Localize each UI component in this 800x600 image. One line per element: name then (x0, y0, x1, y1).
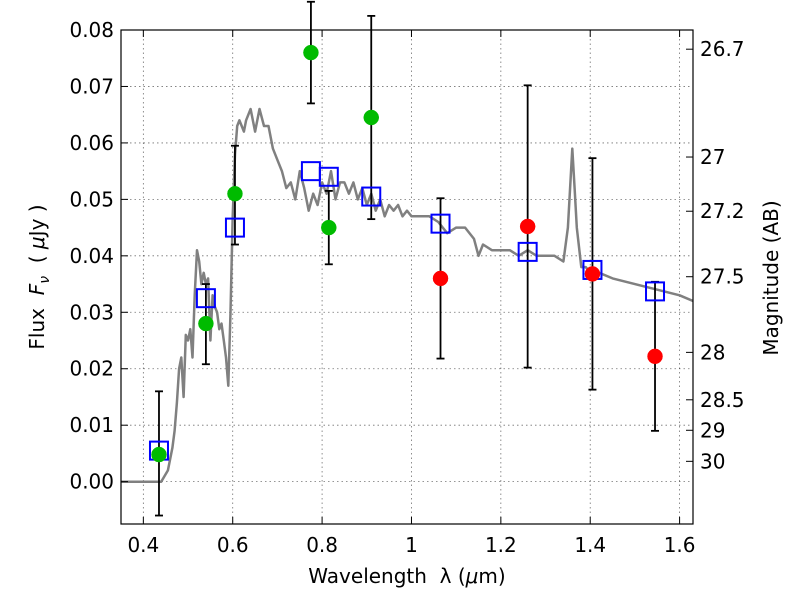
magnitude-tick-label: 28.5 (700, 388, 745, 412)
y-tick-label: 0.00 (69, 470, 114, 494)
optical-data-point (198, 315, 214, 332)
x-tick-label: 1.2 (485, 533, 517, 557)
magnitude-tick-label: 30 (700, 449, 725, 473)
magnitude-axis-label: Magnitude (AB) (759, 200, 783, 355)
x-tick-label: 1 (405, 533, 418, 557)
model-photometry-square (195, 288, 216, 309)
model-spectrum-line (121, 107, 693, 483)
y-tick-label: 0.08 (69, 18, 114, 42)
x-tick-label: 1.4 (574, 533, 606, 557)
y-tick-label: 0.05 (69, 187, 114, 211)
x-tick-label: 0.6 (217, 533, 249, 557)
magnitude-tick-label: 26.7 (700, 37, 745, 61)
y-tick-label: 0.04 (69, 244, 114, 268)
plot-area (121, 107, 693, 483)
x-axis-label: Wavelength λ (μm) (308, 564, 505, 588)
magnitude-tick-label: 28 (700, 340, 725, 364)
model-photometry-square (645, 281, 666, 302)
nir-data-point (432, 270, 449, 287)
magnitude-tick-label: 27.2 (700, 199, 745, 223)
optical-data-point (321, 219, 337, 236)
y-tick-label: 0.01 (69, 413, 114, 437)
optical-data-point (303, 44, 319, 61)
y-tick-label: 0.03 (69, 300, 114, 324)
y-tick-label: 0.07 (69, 74, 114, 98)
nir-data-point (584, 266, 601, 282)
nir-data-point (647, 348, 663, 365)
axes: 0.4 0.6 0.8 1 1.2 1.4 1.6 0.00 0.01 0.02 0.03 0.04 0… (69, 18, 744, 557)
magnitude-tick-label: 29 (700, 418, 725, 442)
optical-data-point (227, 185, 243, 202)
y-axis-label: Flux Fν ( μJy ) (25, 204, 53, 349)
optical-data-point (363, 109, 379, 126)
optical-data-point (151, 446, 167, 463)
x-tick-label: 0.8 (306, 533, 338, 557)
nir-data-point (519, 218, 536, 235)
x-tick-label: 1.6 (664, 533, 696, 557)
model-photometry-square (361, 186, 382, 207)
y-tick-label: 0.02 (69, 357, 114, 381)
magnitude-tick-label: 27.5 (700, 265, 745, 289)
model-photometry-square (300, 161, 321, 182)
model-photometry-square (318, 166, 339, 187)
model-photometry-square (517, 241, 538, 262)
marker-layer (148, 0, 666, 517)
x-tick-label: 0.4 (127, 533, 159, 557)
y-tick-label: 0.06 (69, 131, 114, 155)
magnitude-tick-label: 27 (700, 145, 725, 169)
model-photometry-square (224, 217, 245, 238)
model-photometry-square (430, 213, 451, 234)
